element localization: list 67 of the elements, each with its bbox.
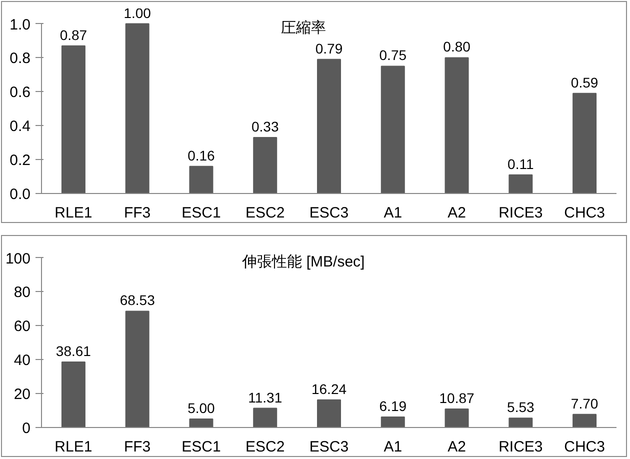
y-tick-label: 80 xyxy=(14,284,31,302)
bar xyxy=(61,361,86,428)
x-tick-label: A2 xyxy=(448,204,466,222)
data-label: 0.80 xyxy=(443,38,471,55)
x-tick-label: CHC3 xyxy=(564,438,605,456)
y-tick-label: 20 xyxy=(14,386,31,404)
data-label: 38.61 xyxy=(56,342,92,359)
bar xyxy=(508,418,533,428)
data-label: 0.87 xyxy=(60,26,88,43)
y-tick-label: 1.0 xyxy=(10,16,31,34)
data-label: 0.16 xyxy=(188,147,216,164)
x-tick-label: ESC2 xyxy=(246,438,285,456)
y-tick-label: 0.2 xyxy=(10,152,31,170)
bar xyxy=(61,45,86,194)
x-tick-label: A1 xyxy=(384,204,402,222)
data-label: 6.19 xyxy=(379,398,407,414)
bar xyxy=(508,174,533,194)
data-label: 0.33 xyxy=(251,118,279,134)
x-tick-label: A1 xyxy=(384,438,402,456)
y-tick-label: 0 xyxy=(22,420,30,437)
data-label: 16.24 xyxy=(311,380,347,397)
bar xyxy=(317,58,341,194)
x-tick-label: FF3 xyxy=(124,438,151,456)
data-label: 7.70 xyxy=(570,395,598,412)
data-label: 0.59 xyxy=(570,74,598,90)
data-label: 0.75 xyxy=(379,47,407,64)
bar xyxy=(253,136,278,194)
x-tick-label: FF3 xyxy=(124,204,151,222)
data-label: 10.87 xyxy=(439,390,475,406)
x-tick-label: ESC2 xyxy=(246,204,285,222)
y-tick-label: 0.4 xyxy=(10,118,31,136)
x-tick-label: ESC1 xyxy=(182,438,221,456)
bar xyxy=(253,408,278,428)
x-tick-label: RLE1 xyxy=(54,204,92,222)
data-label: 5.00 xyxy=(188,400,216,416)
x-tick-label: A2 xyxy=(448,438,466,456)
y-tick-label: 60 xyxy=(14,318,31,336)
chart-title: 圧縮率 xyxy=(280,19,326,36)
bar xyxy=(189,166,214,194)
bar xyxy=(380,66,405,194)
x-tick-label: RICE3 xyxy=(498,438,543,456)
x-tick-label: RLE1 xyxy=(54,438,92,456)
y-tick-label: 0.0 xyxy=(10,186,31,203)
x-tick-label: ESC1 xyxy=(182,204,221,222)
bar xyxy=(189,418,214,428)
data-label: 68.53 xyxy=(120,292,156,308)
data-label: 5.53 xyxy=(507,399,535,416)
x-tick-label: CHC3 xyxy=(564,204,605,222)
chart-title: 伸張性能 [MB/sec] xyxy=(241,253,365,270)
y-tick-label: 0.6 xyxy=(10,84,31,102)
y-tick-label: 40 xyxy=(14,352,31,370)
y-tick-label: 0.8 xyxy=(10,50,31,68)
bar xyxy=(317,399,341,428)
bar xyxy=(380,416,405,428)
bar xyxy=(125,23,150,194)
bar xyxy=(125,310,150,428)
data-label: 11.31 xyxy=(248,389,282,406)
x-tick-label: ESC3 xyxy=(309,438,349,456)
x-tick-label: ESC3 xyxy=(309,204,349,222)
bar xyxy=(572,92,597,194)
bar xyxy=(444,408,469,428)
bar xyxy=(444,57,469,194)
y-tick-label: 100 xyxy=(5,250,31,268)
bar xyxy=(572,414,597,428)
data-label: 0.79 xyxy=(315,40,343,56)
data-label: 0.11 xyxy=(508,156,534,172)
x-tick-label: RICE3 xyxy=(498,204,543,222)
